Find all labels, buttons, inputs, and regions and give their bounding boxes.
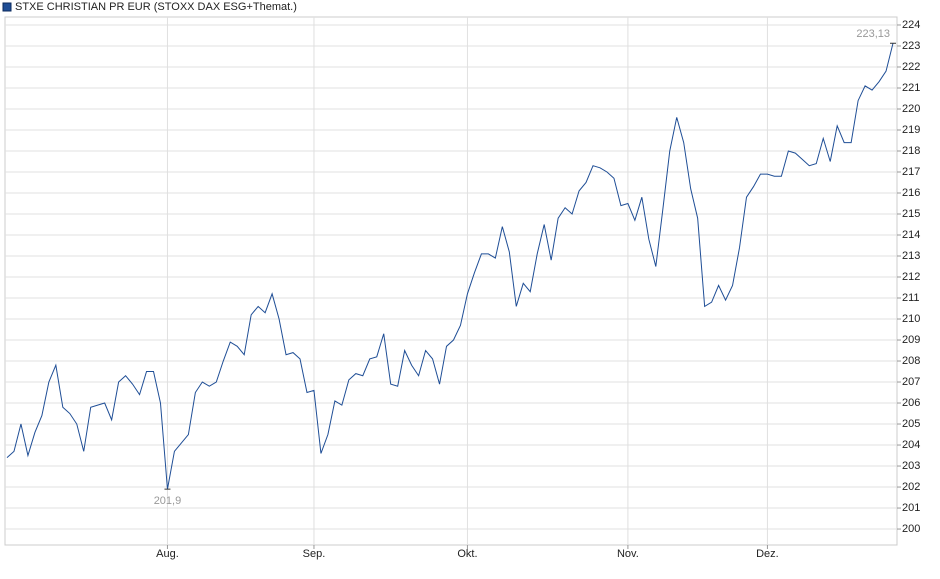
y-tick-label: 214 — [902, 229, 920, 241]
y-tick-label: 223 — [902, 40, 920, 52]
low-label: 201,9 — [154, 495, 182, 507]
y-tick-label: 215 — [902, 208, 920, 220]
y-tick-label: 218 — [902, 145, 920, 157]
y-tick-label: 212 — [902, 271, 920, 283]
x-tick-label: Okt. — [457, 548, 477, 560]
legend-label: STXE CHRISTIAN PR EUR (STOXX DAX ESG+The… — [15, 1, 297, 13]
y-tick-label: 200 — [902, 523, 920, 535]
x-tick-label: Sep. — [303, 548, 326, 560]
legend-swatch — [2, 2, 12, 12]
y-tick-label: 216 — [902, 187, 920, 199]
y-tick-label: 220 — [902, 103, 920, 115]
y-tick-label: 211 — [902, 292, 920, 304]
y-tick-label: 224 — [902, 19, 920, 31]
y-tick-label: 203 — [902, 460, 920, 472]
x-tick-label: Nov. — [617, 548, 639, 560]
x-tick-label: Dez. — [756, 548, 779, 560]
y-tick-label: 206 — [902, 397, 920, 409]
y-tick-label: 202 — [902, 481, 920, 493]
y-tick-label: 205 — [902, 418, 920, 430]
high-label: 223,13 — [856, 28, 890, 40]
y-tick-label: 210 — [902, 313, 920, 325]
y-tick-label: 221 — [902, 82, 920, 94]
y-tick-label: 222 — [902, 61, 920, 73]
y-tick-label: 208 — [902, 355, 920, 367]
y-tick-label: 219 — [902, 124, 920, 136]
price-line — [6, 43, 894, 490]
y-tick-label: 209 — [902, 334, 920, 346]
plot-frame — [4, 16, 898, 546]
x-tick-label: Aug. — [156, 548, 179, 560]
y-tick-label: 204 — [902, 439, 920, 451]
y-tick-label: 213 — [902, 250, 920, 262]
y-tick-label: 207 — [902, 376, 920, 388]
y-tick-label: 217 — [902, 166, 920, 178]
y-tick-label: 201 — [902, 502, 920, 514]
